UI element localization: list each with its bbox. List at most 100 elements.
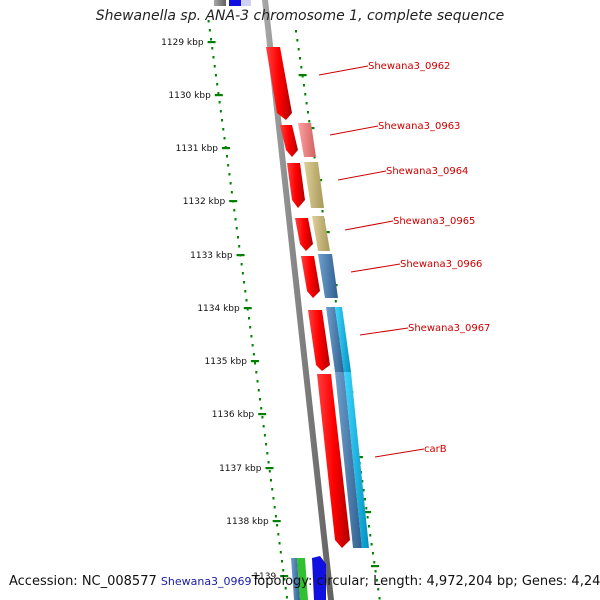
gene-arrow-carb-fwd — [317, 374, 350, 548]
minor-tick — [218, 101, 221, 104]
minor-tick — [271, 488, 274, 491]
outer-minor-tick — [297, 48, 300, 51]
gene-box-0964 — [304, 162, 324, 208]
outer-minor-tick — [378, 597, 381, 600]
minor-tick — [227, 164, 230, 167]
minor-tick — [269, 479, 272, 482]
major-tick — [280, 575, 289, 578]
minor-tick — [221, 119, 224, 122]
minor-tick — [262, 425, 265, 428]
minor-tick — [207, 20, 210, 23]
major-tick — [243, 307, 252, 310]
leader-line — [337, 170, 387, 181]
minor-tick — [274, 515, 277, 518]
minor-tick — [238, 245, 241, 248]
top-fragment-blue — [229, 0, 241, 6]
minor-tick — [281, 560, 283, 563]
major-tick — [272, 520, 281, 523]
outer-minor-tick — [374, 570, 377, 573]
minor-tick — [211, 47, 214, 50]
outer-minor-tick — [300, 66, 303, 69]
gene-label[interactable]: Shewana3_0965 — [393, 216, 475, 227]
leader-line — [329, 125, 379, 136]
gene-label[interactable]: carB — [424, 444, 447, 455]
minor-tick — [254, 362, 257, 365]
tick-label: 1137 kbp — [219, 464, 262, 474]
forward-strand-genes — [266, 47, 350, 548]
minor-tick — [233, 209, 236, 212]
page-title: Shewanella sp. ANA-3 chromosome 1, compl… — [95, 8, 505, 24]
accession-text: Accession: NC_008577 — [9, 574, 157, 589]
outer-minor-tick — [306, 111, 309, 114]
minor-tick — [225, 155, 228, 158]
outer-minor-tick — [377, 588, 380, 591]
tick-labels: 1129 kbp 1130 kbp 1131 kbp 1132 kbp 1133 kbp… — [161, 38, 276, 582]
gene-label[interactable]: Shewana3_0966 — [400, 259, 482, 270]
gene-box-carb-steel — [335, 372, 362, 548]
minor-tick — [272, 497, 275, 500]
outer-minor-tick — [308, 120, 311, 123]
minor-tick — [217, 92, 220, 95]
minor-tick — [214, 74, 217, 77]
major-tick — [265, 467, 274, 470]
gene-box-bottom-green — [297, 558, 308, 600]
minor-tick — [240, 263, 243, 266]
minor-tick — [285, 596, 288, 599]
gene-arrow-0964-fwd — [287, 163, 305, 208]
tick-label: 1136 kbp — [212, 410, 255, 420]
minor-tick — [279, 551, 282, 554]
minor-tick — [244, 290, 247, 293]
outer-minor-tick — [304, 93, 307, 96]
minor-tick — [276, 524, 279, 527]
gene-box-0963 — [298, 123, 316, 157]
tick-label: 1129 kbp — [161, 38, 204, 48]
major-tick — [207, 41, 216, 44]
major-tick — [222, 147, 230, 150]
leader-line — [318, 65, 369, 76]
outer-minor-tick — [375, 579, 378, 582]
minor-tick — [228, 173, 231, 176]
tick-label: 1132 kbp — [183, 197, 226, 207]
minor-tick — [247, 317, 250, 320]
minor-tick — [251, 344, 254, 347]
gene-arrow-0967-fwd — [308, 310, 330, 371]
outer-minor-tick — [296, 39, 299, 42]
minor-tick — [284, 587, 287, 590]
minor-tick — [222, 128, 225, 131]
minor-tick — [267, 461, 270, 464]
gene-link-0969[interactable]: Shewana3_0969 — [160, 575, 252, 588]
major-tick — [258, 413, 267, 416]
gene-label[interactable]: Shewana3_0963 — [378, 121, 460, 132]
minor-tick — [261, 416, 264, 419]
leader-line — [350, 263, 401, 273]
top-fragment-grey — [214, 0, 226, 6]
gene-label[interactable]: Shewana3_0967 — [408, 323, 490, 334]
gene-label[interactable]: Shewana3_0962 — [368, 61, 450, 72]
tick-label: 1135 kbp — [205, 357, 248, 367]
leader-line — [344, 220, 394, 231]
minor-tick — [263, 434, 266, 437]
minor-tick — [282, 569, 285, 572]
chromosome-backbone — [262, 0, 334, 600]
gene-label[interactable]: Shewana3_0964 — [386, 166, 468, 177]
minor-tick — [257, 389, 260, 392]
minor-tick — [278, 542, 281, 545]
topology-text: Topology: circular; Length: 4,972,204 bp… — [251, 574, 600, 589]
leader-line — [359, 327, 409, 336]
minor-tick — [230, 191, 233, 194]
gene-box-0965 — [312, 216, 330, 251]
gene-arrow-0962 — [266, 47, 292, 120]
outer-minor-tick — [365, 507, 368, 510]
outer-major-tick — [370, 565, 379, 568]
outer-minor-tick — [295, 30, 297, 33]
outer-minor-tick — [367, 525, 370, 528]
minor-tick — [223, 137, 226, 140]
minor-tick — [246, 308, 249, 311]
outer-minor-tick — [321, 210, 324, 213]
tick-label: 1133 kbp — [190, 251, 233, 261]
minor-tick — [245, 299, 248, 302]
minor-tick — [255, 371, 258, 374]
major-tick — [236, 254, 245, 257]
minor-tick — [236, 236, 239, 239]
